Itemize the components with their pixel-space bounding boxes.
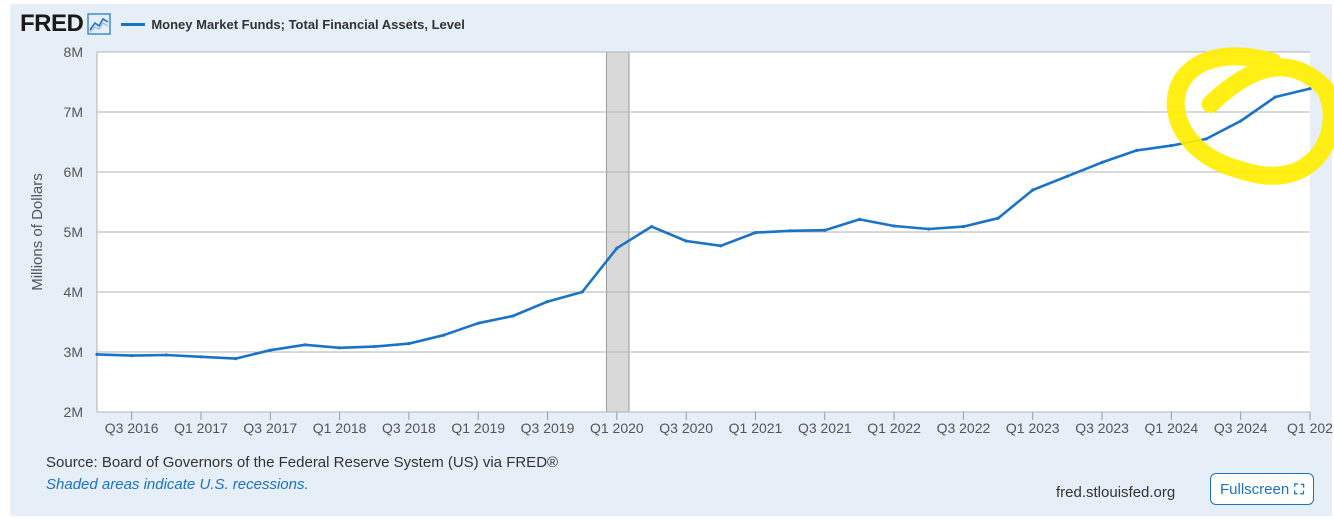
data-point[interactable] <box>961 225 966 229</box>
source-note: Source: Board of Governors of the Federa… <box>46 454 559 471</box>
x-tick-label: Q1 2024 <box>1145 420 1199 436</box>
x-tick-label: Q1 202 <box>1287 420 1333 436</box>
chart-header: FRED Money Market Funds; Total Financial… <box>20 10 465 38</box>
x-tick-label: Q3 2016 <box>105 420 159 436</box>
chart-title: Money Market Funds; Total Financial Asse… <box>151 16 465 32</box>
y-tick-label: 7M <box>64 104 83 120</box>
data-point[interactable] <box>892 224 896 228</box>
x-tick-label: Q3 2018 <box>382 420 436 436</box>
data-point[interactable] <box>1239 119 1243 123</box>
y-tick-label: 4M <box>64 284 83 300</box>
x-tick-label: Q3 2019 <box>521 420 575 436</box>
series-line[interactable] <box>96 87 1311 360</box>
highlight-annotation <box>1166 47 1334 185</box>
y-tick-label: 8M <box>64 44 83 60</box>
data-point[interactable] <box>511 314 515 318</box>
data-point[interactable] <box>1100 160 1104 164</box>
site-url[interactable]: fred.stlouisfed.org <box>1056 484 1176 501</box>
fullscreen-label: Fullscreen <box>1219 480 1290 498</box>
x-tick-label: Q3 2017 <box>243 420 297 436</box>
x-tick-label: Q1 2018 <box>313 420 367 436</box>
x-tick-label: Q3 2023 <box>1075 420 1129 436</box>
data-point[interactable] <box>1065 174 1069 178</box>
data-point[interactable] <box>545 300 550 304</box>
data-point[interactable] <box>234 357 238 361</box>
x-tick-label: Q1 2020 <box>590 420 644 436</box>
data-point[interactable] <box>1169 144 1173 148</box>
data-point[interactable] <box>996 216 1000 220</box>
y-tick-label: 2M <box>64 404 83 420</box>
y-axis-title: Millions of Dollars <box>29 173 46 291</box>
x-tick-label: Q3 2024 <box>1214 420 1268 436</box>
data-point[interactable] <box>857 217 862 221</box>
data-point[interactable] <box>95 352 99 356</box>
data-point[interactable] <box>372 345 376 349</box>
recession-note[interactable]: Shaded areas indicate U.S. recessions. <box>46 476 309 493</box>
data-point[interactable] <box>164 353 168 357</box>
data-point[interactable] <box>1204 137 1208 141</box>
y-tick-label: 6M <box>64 164 83 180</box>
fullscreen-button[interactable]: Fullscreen ⛶ <box>1210 473 1314 505</box>
data-point[interactable] <box>1135 148 1139 152</box>
fred-logo[interactable]: FRED <box>20 10 84 37</box>
x-tick-label: Q1 2017 <box>174 420 228 436</box>
data-point[interactable] <box>1308 87 1312 91</box>
data-point[interactable] <box>615 246 619 250</box>
data-point[interactable] <box>649 225 654 229</box>
y-tick-label: 3M <box>64 344 83 360</box>
data-point[interactable] <box>927 227 931 231</box>
x-tick-label: Q3 2021 <box>798 420 852 436</box>
data-point[interactable] <box>719 244 723 248</box>
data-point[interactable] <box>476 321 480 325</box>
data-point[interactable] <box>199 355 203 359</box>
data-point[interactable] <box>823 228 827 232</box>
x-tick-label: Q1 2022 <box>867 420 921 436</box>
data-point[interactable] <box>788 229 792 233</box>
x-tick-label: Q1 2021 <box>729 420 783 436</box>
x-tick-label: Q3 2022 <box>937 420 991 436</box>
data-point[interactable] <box>268 348 272 352</box>
data-point[interactable] <box>441 333 446 337</box>
data-point[interactable] <box>580 290 584 294</box>
x-tick-label: Q3 2020 <box>659 420 713 436</box>
x-tick-label: Q1 2023 <box>1006 420 1060 436</box>
legend-swatch <box>121 22 146 26</box>
data-point[interactable] <box>753 231 758 235</box>
line-chart-icon <box>87 13 111 35</box>
data-point[interactable] <box>1273 95 1277 99</box>
data-point[interactable] <box>303 343 307 347</box>
y-tick-label: 5M <box>64 224 83 240</box>
data-point[interactable] <box>407 342 411 346</box>
x-tick-label: Q1 2019 <box>451 420 505 436</box>
data-point[interactable] <box>338 346 342 350</box>
data-point[interactable] <box>1031 188 1035 192</box>
expand-icon: ⛶ <box>1294 480 1304 497</box>
data-point[interactable] <box>684 239 688 243</box>
data-point[interactable] <box>130 354 134 358</box>
